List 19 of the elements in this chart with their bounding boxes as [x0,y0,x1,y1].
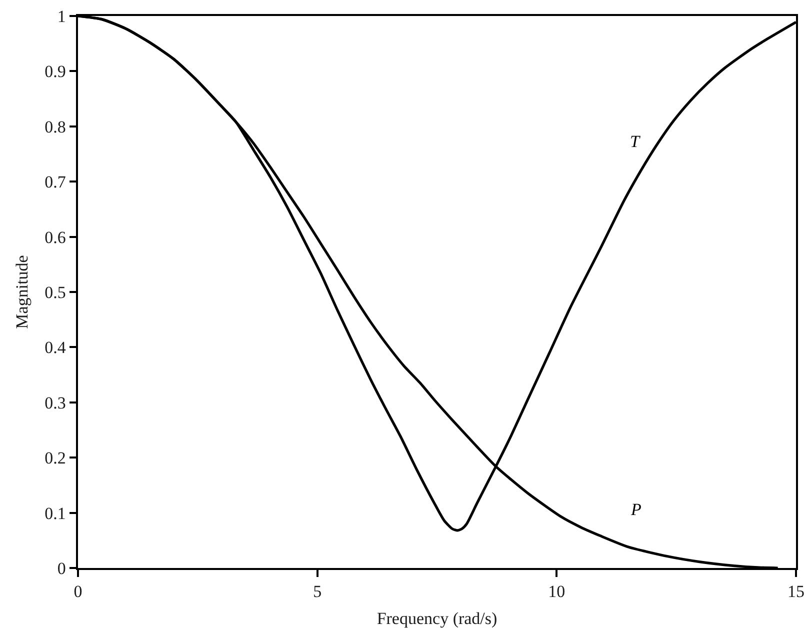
y-tick-label: 0.2 [44,448,66,468]
y-tick-label: 0.3 [44,393,66,412]
x-tick-label: 0 [74,582,82,602]
y-tick-label: 0.7 [44,172,66,192]
y-tick-label: 0.4 [44,338,66,358]
series-label: P [630,500,642,519]
y-tick-label: 1 [57,6,66,26]
y-tick-label: 0.6 [44,228,66,247]
x-tick-label: 15 [788,582,804,602]
series-label: T [630,132,641,151]
y-axis-title: Magnitude [12,255,32,329]
x-tick-label: 10 [548,582,566,602]
y-tick-label: 0.9 [44,62,66,82]
x-axis-title: Frequency (rad/s) [376,609,498,628]
y-tick-label: 0.5 [44,282,66,302]
x-tick-label: 5 [313,582,322,602]
y-tick-label: 0.1 [44,504,66,523]
y-tick-label: 0 [57,558,66,578]
y-tick-label: 0.8 [44,117,66,136]
